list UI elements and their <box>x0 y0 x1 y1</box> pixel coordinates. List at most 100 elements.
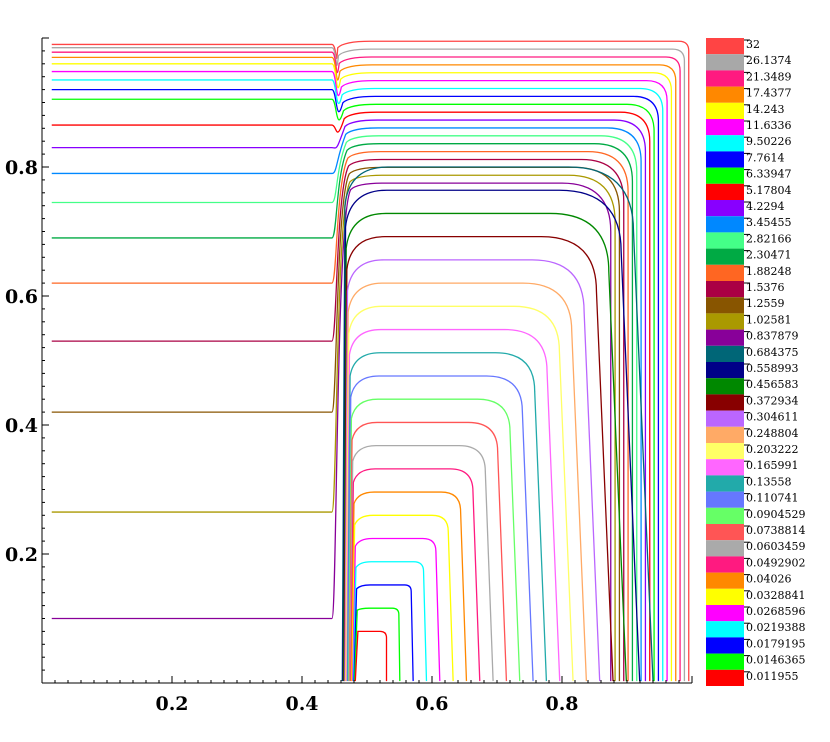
contour-level-13 <box>51 143 634 682</box>
legend-swatch <box>706 329 744 346</box>
legend-swatch <box>706 491 744 508</box>
legend-label: 1.88248 <box>746 265 792 278</box>
y-tick-label: 0.2 <box>5 544 38 566</box>
x-tick-label: 0.4 <box>285 693 318 715</box>
legend-swatch <box>706 653 744 670</box>
legend-swatch <box>706 119 744 136</box>
contour-level-35 <box>352 537 441 682</box>
contour-level-6 <box>51 79 664 682</box>
contour-level-30 <box>348 421 508 682</box>
contour-level-15 <box>51 158 625 682</box>
contour-level-39 <box>354 630 388 682</box>
legend-swatch <box>706 605 744 622</box>
legend-label: 1.5376 <box>746 281 785 294</box>
legend-label: 0.0738814 <box>746 524 806 537</box>
contour-level-23 <box>344 259 601 682</box>
legend-label: 6.33947 <box>746 168 792 181</box>
legend-label: 0.684375 <box>746 346 799 359</box>
legend-label: 5.17804 <box>746 184 792 197</box>
legend-swatch <box>706 426 744 443</box>
legend-label: 7.7614 <box>746 151 785 164</box>
legend-swatch <box>706 232 744 249</box>
legend-label: 0.304611 <box>746 411 799 424</box>
contour-level-19 <box>341 166 654 682</box>
legend-label: 1.2559 <box>746 297 785 310</box>
legend-swatch <box>706 102 744 119</box>
legend: 32 26.1374 21.3489 17.4377 14.243 11.6336 9.50… <box>706 38 806 686</box>
legend-label: 2.82166 <box>746 232 792 245</box>
legend-label: 0.0328841 <box>746 589 806 602</box>
legend-label: 3.45455 <box>746 216 792 229</box>
legend-swatch <box>706 459 744 476</box>
legend-label: 21.3489 <box>746 70 792 83</box>
y-tick-label: 0.4 <box>5 415 38 437</box>
legend-label: 0.0146365 <box>746 654 806 667</box>
legend-label: 0.203222 <box>746 443 799 456</box>
legend-label: 0.0904529 <box>746 508 806 521</box>
contour-level-24 <box>344 282 588 682</box>
contour-level-25 <box>345 305 574 682</box>
legend-label: 17.4377 <box>746 87 792 100</box>
x-tick-label: 0.8 <box>545 693 578 715</box>
contour-level-2 <box>51 51 681 682</box>
legend-label: 0.110741 <box>746 492 799 505</box>
legend-label: 0.248804 <box>746 427 799 440</box>
contour-level-32 <box>350 468 481 682</box>
legend-swatch <box>706 669 744 686</box>
legend-swatch <box>706 151 744 168</box>
legend-swatch <box>706 507 744 524</box>
contour-level-28 <box>347 375 534 682</box>
legend-swatch <box>706 183 744 200</box>
legend-label: 0.0492902 <box>746 556 806 569</box>
legend-swatch <box>706 524 744 541</box>
legend-label: 0.0219388 <box>746 621 806 634</box>
legend-swatch <box>706 621 744 638</box>
contour-level-36 <box>352 561 428 682</box>
legend-label: 0.0603459 <box>746 540 806 553</box>
legend-swatch <box>706 394 744 411</box>
contour-level-37 <box>353 584 414 682</box>
legend-swatch <box>706 70 744 87</box>
legend-label: 11.6336 <box>746 119 792 132</box>
contour-level-27 <box>346 352 548 682</box>
x-tick-label: 0.6 <box>415 693 448 715</box>
legend-swatch <box>706 216 744 233</box>
legend-label: 32 <box>746 38 760 51</box>
axes: 0.2 0.4 0.6 0.8 0.2 0.4 0.6 0.8 <box>5 37 693 715</box>
legend-label: 0.165991 <box>746 459 799 472</box>
y-tick-label: 0.6 <box>5 286 38 308</box>
legend-swatch <box>706 556 744 573</box>
legend-swatch <box>706 475 744 492</box>
legend-swatch <box>706 313 744 330</box>
contour-level-22 <box>343 236 614 682</box>
contour-level-21 <box>342 212 627 682</box>
legend-label: 26.1374 <box>746 54 792 67</box>
legend-label: 0.011955 <box>746 670 799 683</box>
legend-label: 1.02581 <box>746 313 792 326</box>
y-tick-label: 0.8 <box>5 157 38 179</box>
contour-level-4 <box>51 63 673 682</box>
legend-swatch <box>706 38 744 55</box>
legend-swatch <box>706 362 744 379</box>
legend-swatch <box>706 378 744 395</box>
legend-swatch <box>706 264 744 281</box>
contour-level-33 <box>350 491 468 682</box>
legend-label: 0.456583 <box>746 378 799 391</box>
legend-swatch <box>706 297 744 314</box>
contour-level-0 <box>51 40 690 682</box>
legend-label: 0.04026 <box>746 573 792 586</box>
contour-level-14 <box>51 150 629 682</box>
legend-swatch <box>706 443 744 460</box>
legend-swatch <box>706 588 744 605</box>
legend-label: 0.372934 <box>746 394 799 407</box>
legend-label: 0.0179195 <box>746 637 806 650</box>
contour-level-16 <box>51 166 621 682</box>
contour-level-38 <box>354 607 401 682</box>
legend-label: 9.50226 <box>746 135 792 148</box>
legend-label: 0.558993 <box>746 362 799 375</box>
legend-swatch <box>706 200 744 217</box>
contour-level-9 <box>51 111 651 682</box>
contour-level-11 <box>51 127 642 682</box>
